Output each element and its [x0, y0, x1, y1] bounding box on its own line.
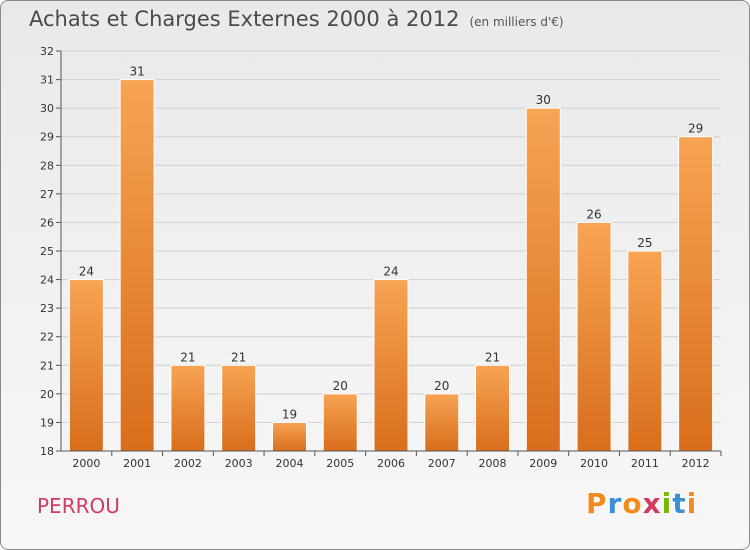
bar-2011	[627, 250, 663, 452]
x-tick-label: 2005	[326, 457, 354, 470]
bar-2010	[576, 221, 612, 452]
x-tick-label: 2002	[174, 457, 202, 470]
logo-letter: t	[672, 487, 687, 520]
data-label-2012: 29	[688, 122, 703, 136]
x-tick-label: 2008	[479, 457, 507, 470]
x-tick-label: 2007	[428, 457, 456, 470]
data-label-2011: 25	[637, 236, 652, 250]
x-tick-label: 2012	[682, 457, 710, 470]
data-label-2005: 20	[333, 379, 348, 393]
bar-2009	[525, 107, 561, 452]
bar-2012	[678, 136, 714, 452]
y-tick-label: 31	[40, 74, 54, 87]
x-tick-labels: 2000 2001 2002 2003 2004 2005 2006 2007 2008 2009…	[72, 457, 709, 470]
x-tick-label: 2001	[123, 457, 151, 470]
y-tick-label: 28	[40, 159, 54, 172]
x-tick-label: 2010	[580, 457, 608, 470]
data-label-2000: 24	[79, 265, 94, 279]
bar-2002	[170, 364, 206, 452]
data-label-2008: 21	[485, 350, 500, 364]
data-label-2003: 21	[231, 350, 246, 364]
x-tick-label: 2009	[529, 457, 557, 470]
chart-title: Achats et Charges Externes 2000 à 2012 (e…	[29, 7, 564, 31]
data-label-2004: 19	[282, 407, 297, 421]
data-label-2010: 26	[586, 207, 601, 221]
y-tick-label: 29	[40, 131, 54, 144]
y-tick-label: 27	[40, 188, 54, 201]
data-label-2009: 30	[536, 93, 551, 107]
x-tick-label: 2011	[631, 457, 659, 470]
logo-letter: x	[642, 487, 662, 520]
data-labels: 24 31 21 21 19 20 24 20 21 30 26 25 29	[79, 65, 704, 422]
axes	[56, 50, 722, 456]
data-label-2001: 31	[130, 65, 145, 79]
chart-title-text: Achats et Charges Externes 2000 à 2012	[29, 7, 460, 31]
y-tick-label: 24	[40, 274, 54, 287]
logo-letter: i	[661, 487, 673, 520]
y-tick-label: 21	[40, 359, 54, 372]
commune-name: PERROU	[37, 494, 120, 518]
bar-2007	[424, 393, 460, 452]
x-tick-label: 2004	[275, 457, 303, 470]
data-label-2002: 21	[180, 350, 195, 364]
y-tick-label: 32	[40, 45, 54, 58]
bar-2001	[119, 79, 155, 452]
bar-2008	[475, 364, 511, 452]
logo-letter: i	[686, 487, 698, 520]
data-label-2007: 20	[434, 379, 449, 393]
data-label-2006: 24	[383, 265, 398, 279]
y-tick-label: 23	[40, 302, 54, 315]
bar-2005	[322, 393, 358, 452]
y-tick-label: 18	[40, 445, 54, 458]
chart-unit: (en milliers d'€)	[469, 15, 564, 29]
y-tick-label: 19	[40, 416, 54, 429]
x-tick-label: 2003	[225, 457, 253, 470]
logo-letter: r	[607, 487, 623, 520]
y-tick-labels: 18 19 20 21 22 23 24 25 26 27 28 29 30 31 32	[40, 45, 54, 458]
bar-2006	[373, 279, 409, 452]
y-tick-label: 20	[40, 388, 54, 401]
bar-2004	[271, 421, 307, 452]
logo-letter: o	[622, 487, 643, 520]
x-tick-label: 2006	[377, 457, 405, 470]
y-tick-label: 30	[40, 102, 54, 115]
y-tick-label: 26	[40, 216, 54, 229]
y-tick-label: 25	[40, 245, 54, 258]
bar-2003	[221, 364, 257, 452]
bar-2000	[68, 279, 104, 452]
y-tick-label: 22	[40, 331, 54, 344]
x-tick-label: 2000	[72, 457, 100, 470]
logo-letter: P	[586, 487, 608, 520]
proxiti-logo[interactable]: Proxiti	[586, 487, 697, 520]
